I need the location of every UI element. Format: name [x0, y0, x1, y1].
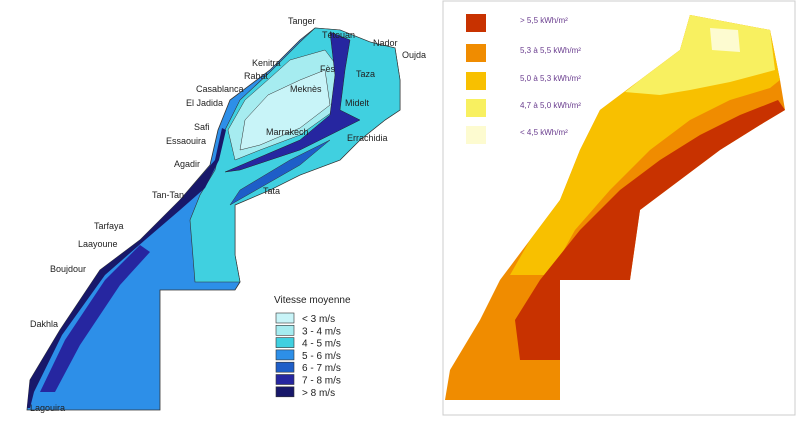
region — [239, 69, 331, 151]
city-label: Nador — [373, 38, 398, 48]
city-label: Tarfaya — [94, 221, 124, 231]
legend-swatch — [466, 126, 486, 144]
legend-label: 4 - 5 m/s — [302, 339, 341, 350]
region — [224, 31, 361, 173]
legend-label: > 8 m/s — [302, 388, 335, 399]
city-label: Oujda — [402, 50, 426, 60]
legend-label: 4,7 à 5,0 kWh/m² — [520, 101, 581, 110]
legend-label: 3 - 4 m/s — [302, 326, 341, 337]
region — [189, 27, 401, 283]
legend-label: 7 - 8 m/s — [302, 376, 341, 387]
legend-swatch — [275, 324, 295, 336]
legend-swatch — [466, 99, 486, 117]
city-label: Agadir — [174, 159, 200, 169]
legend-label: < 4,5 kWh/m² — [520, 128, 568, 137]
city-label: Errachidia — [347, 133, 388, 143]
city-label: Boujdour — [50, 264, 86, 274]
legend-title: Vitesse moyenne — [274, 295, 351, 306]
region — [229, 139, 331, 206]
legend-label: < 3 m/s — [302, 314, 335, 325]
legend-label: 6 - 7 m/s — [302, 363, 341, 374]
legend-swatch — [466, 14, 486, 32]
city-label: Laayoune — [78, 239, 118, 249]
city-label: Casablanca — [196, 84, 244, 94]
legend-swatch — [275, 337, 295, 348]
city-label: Tanger — [288, 16, 316, 26]
legend: < 3 m/s3 - 4 m/s 4 - 5 m/s5 - 6 m/s6 - 7 … — [275, 312, 341, 399]
city-label: Essaouira — [166, 136, 206, 146]
city-label: Tétouan — [322, 30, 355, 40]
city-label: Rabat — [244, 71, 269, 81]
city-label: Tata — [263, 186, 280, 196]
legend-swatch — [275, 361, 295, 373]
city-label: El Jadida — [186, 98, 223, 108]
legend-swatch — [466, 44, 486, 62]
legend-label: 5,3 à 5,5 kWh/m² — [520, 46, 581, 55]
legend-swatch — [275, 312, 295, 324]
legend-swatch — [275, 374, 295, 385]
wind-map — [26, 27, 401, 411]
city-label: Midelt — [345, 98, 370, 108]
city-labels: Tanger Tétouan Nador Oujda Kenitra Rabat… — [30, 16, 426, 413]
city-label: Marrakech — [266, 127, 309, 137]
city-label: Taza — [356, 69, 375, 79]
legend-label: > 5,5 kWh/m² — [520, 16, 568, 25]
legend: > 5,5 kWh/m² 5,3 à 5,5 kWh/m² 5,0 à 5,3 kW… — [466, 14, 581, 144]
legend-label: 5 - 6 m/s — [302, 351, 341, 362]
city-label: Kenitra — [252, 58, 281, 68]
solar-map — [445, 15, 785, 400]
region — [40, 245, 150, 392]
city-label: Dakhla — [30, 319, 58, 329]
legend-swatch — [275, 386, 295, 398]
city-label: Safi — [194, 122, 210, 132]
city-label: Meknès — [290, 84, 322, 94]
city-label: Lagouira — [30, 403, 65, 413]
legend-label: 5,0 à 5,3 kWh/m² — [520, 74, 581, 83]
city-label: Tan-Tan — [152, 190, 184, 200]
legend-swatch — [275, 349, 295, 361]
city-label: Fès — [320, 64, 336, 74]
region — [515, 100, 785, 360]
legend-swatch — [466, 72, 486, 90]
region — [710, 28, 740, 52]
